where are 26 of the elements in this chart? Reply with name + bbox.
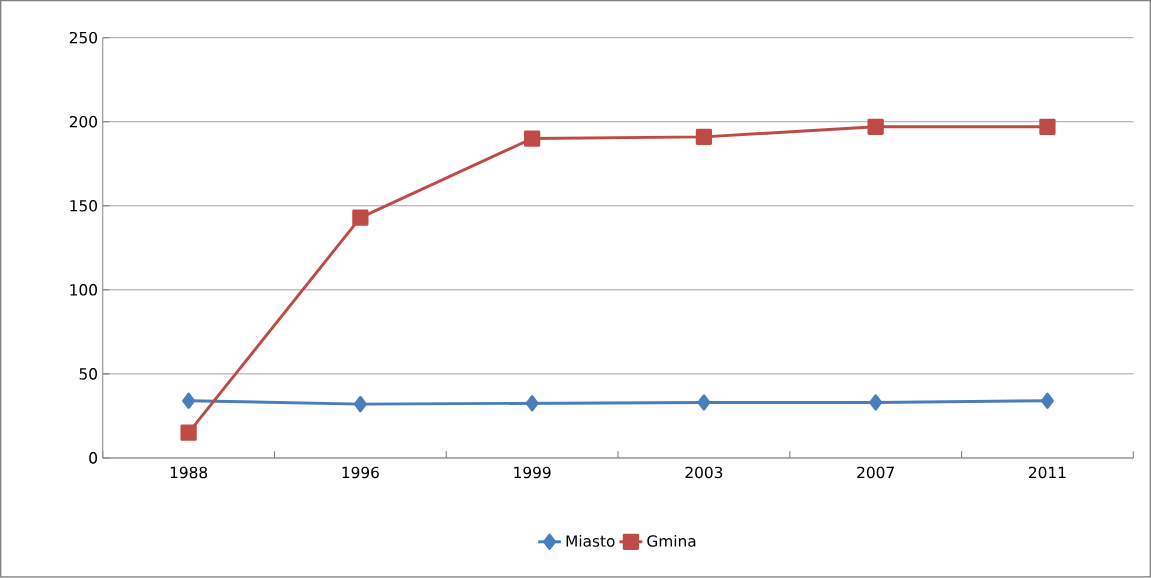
point — [1039, 118, 1056, 136]
x-tick-label: 2007 — [857, 466, 894, 479]
point — [180, 424, 197, 442]
y-tick-label: 250 — [69, 32, 97, 44]
point — [525, 395, 539, 412]
x-tick-label: 1996 — [342, 466, 379, 479]
point — [353, 396, 367, 413]
x-tick-label: 2011 — [1029, 466, 1066, 479]
point — [697, 394, 711, 411]
x-tick-label: 2003 — [685, 466, 723, 479]
y-tick-label: 100 — [70, 284, 97, 296]
x-tick-label: 1999 — [514, 466, 551, 479]
point — [695, 128, 713, 146]
y-tick-label: 150 — [70, 200, 97, 212]
point — [869, 394, 883, 411]
point — [1040, 392, 1054, 410]
y-tick-label: 200 — [69, 116, 97, 128]
legend-label: Gmina — [647, 535, 696, 547]
point — [182, 392, 196, 410]
y-tick-label: 0 — [89, 452, 97, 464]
legend-label: Miasto — [566, 535, 615, 547]
point — [867, 118, 884, 136]
point — [352, 209, 369, 226]
x-tick-label: 1988 — [170, 466, 208, 479]
point — [524, 130, 541, 147]
y-tick-label: 50 — [79, 368, 97, 380]
